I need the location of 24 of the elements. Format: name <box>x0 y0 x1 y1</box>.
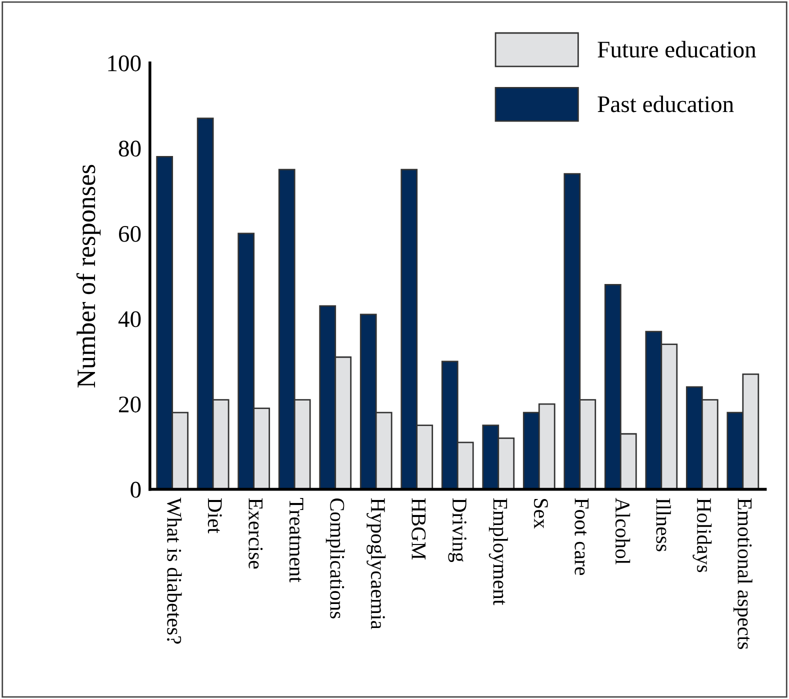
x-tick-label: Employment <box>488 498 508 606</box>
x-tick-label: Foot care <box>574 498 589 576</box>
x-tick-label: Illness <box>656 498 671 552</box>
x-tick-label: Emotional aspects <box>733 498 752 650</box>
y-tick-label: 100 <box>108 55 141 72</box>
y-tick-label: 20 <box>119 396 141 412</box>
y-tick-label: 60 <box>118 226 141 242</box>
legend-label: Future education <box>598 40 756 58</box>
x-tick-label: What is diabetes? <box>167 498 182 644</box>
x-tick-label: Exercise <box>248 498 263 569</box>
y-tick-label: 40 <box>118 311 141 328</box>
x-tick-label: HBGM <box>412 498 426 560</box>
x-tick-label: Driving <box>448 498 466 562</box>
y-tick-label: 0 <box>130 482 141 498</box>
x-tick-label: Complications <box>326 498 345 618</box>
x-tick-label: Treatment <box>289 498 304 582</box>
x-tick-label: Hypoglycaemia <box>366 498 386 630</box>
x-tick-label: Diet <box>208 498 222 534</box>
x-tick-label: Sex <box>534 499 548 529</box>
y-tick-label: 80 <box>118 140 141 157</box>
y-axis-title: Number of responses <box>76 164 101 388</box>
x-tick-label: Holidays <box>692 498 712 572</box>
x-tick-label: Alcohol <box>615 498 630 564</box>
legend-label: Past education <box>598 96 734 112</box>
